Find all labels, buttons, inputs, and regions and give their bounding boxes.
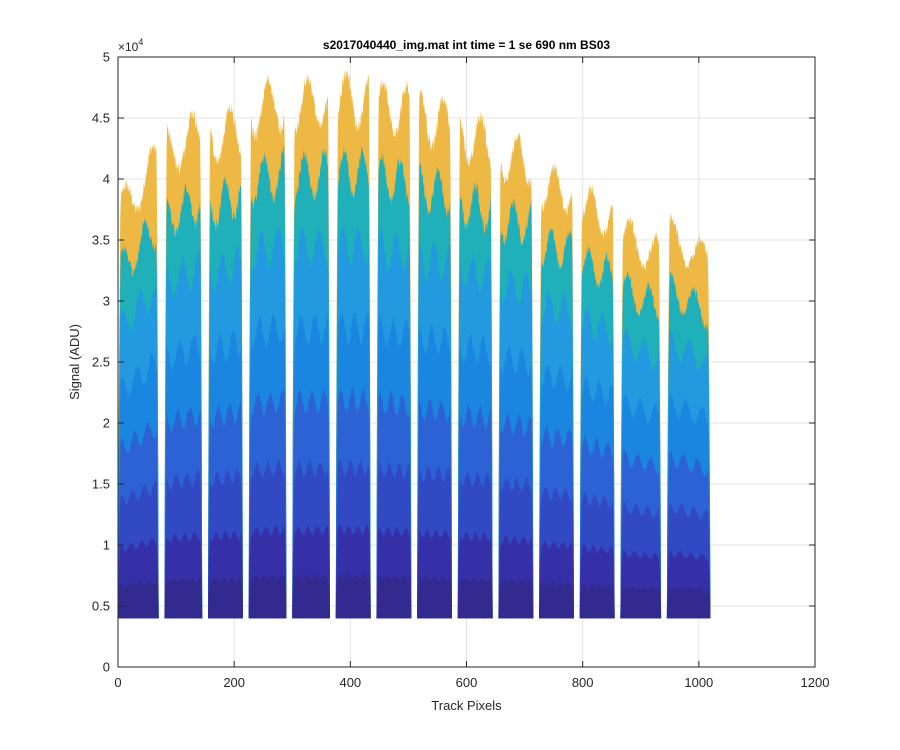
- y-tick-label: 0: [103, 660, 110, 675]
- channel-8: [417, 89, 452, 619]
- channel-areas: [118, 69, 711, 619]
- y-axis-multiplier: ×104: [118, 37, 143, 54]
- y-tick-label: 3: [103, 294, 110, 309]
- channel-11-layer-8: [539, 581, 574, 619]
- x-tick-label: 200: [223, 675, 245, 690]
- y-multiplier-base: ×10: [118, 40, 139, 54]
- y-tick-label: 2.5: [92, 355, 110, 370]
- channel-11: [539, 162, 574, 619]
- y-multiplier-exponent: 4: [138, 37, 143, 47]
- y-tick-label: 0.5: [92, 599, 110, 614]
- x-tick-label: 0: [114, 675, 121, 690]
- channel-3-layer-8: [208, 576, 243, 619]
- plot-area: 0 200 400 600 800 1000 1200 0 0.5 1 1.5 2 2.5 3 3.5 4 4…: [92, 50, 830, 691]
- x-tick-label: 400: [339, 675, 361, 690]
- channel-7-layer-8: [376, 574, 412, 619]
- channel-2: [164, 109, 203, 619]
- y-tick-label: 1.5: [92, 477, 110, 492]
- y-tick-label: 3.5: [92, 233, 110, 248]
- x-tick-label: 800: [572, 675, 594, 690]
- channel-8-layer-8: [417, 576, 452, 619]
- channel-4: [248, 73, 287, 619]
- chart-title: s2017040440_img.mat int time = 1 se 690 …: [323, 38, 610, 52]
- channel-9: [457, 110, 493, 619]
- channel-1-layer-8: [118, 580, 159, 619]
- x-tick-label: 1000: [684, 675, 713, 690]
- channel-4-layer-8: [248, 574, 287, 619]
- channel-1: [118, 141, 159, 619]
- channel-7: [376, 78, 412, 619]
- y-ticks: 0 0.5 1 1.5 2 2.5 3 3.5 4 4.5 5: [92, 50, 815, 675]
- y-tick-label: 2: [103, 416, 110, 431]
- x-ticks: 0 200 400 600 800 1000 1200: [114, 57, 829, 690]
- channel-12-layer-8: [579, 583, 615, 619]
- channel-6: [335, 69, 371, 619]
- y-tick-label: 4: [103, 172, 110, 187]
- channel-5-layer-8: [292, 574, 330, 619]
- y-tick-label: 4.5: [92, 111, 110, 126]
- channel-12: [579, 184, 615, 619]
- channel-6-layer-8: [335, 574, 371, 619]
- x-tick-label: 600: [456, 675, 478, 690]
- channel-13: [620, 216, 662, 619]
- channel-14: [666, 213, 711, 619]
- channel-10-layer-8: [498, 579, 534, 619]
- y-axis-label: Signal (ADU): [67, 324, 82, 400]
- channel-9-layer-8: [457, 577, 493, 619]
- channel-14-layer-8: [666, 586, 711, 619]
- channel-3: [208, 102, 243, 619]
- channel-10: [498, 132, 534, 619]
- channel-5: [292, 73, 330, 619]
- x-axis-label: Track Pixels: [431, 698, 502, 713]
- y-tick-label: 1: [103, 538, 110, 553]
- channel-13-layer-8: [620, 585, 662, 619]
- x-tick-label: 1200: [801, 675, 830, 690]
- y-tick-label: 5: [103, 50, 110, 65]
- channel-2-layer-8: [164, 577, 203, 619]
